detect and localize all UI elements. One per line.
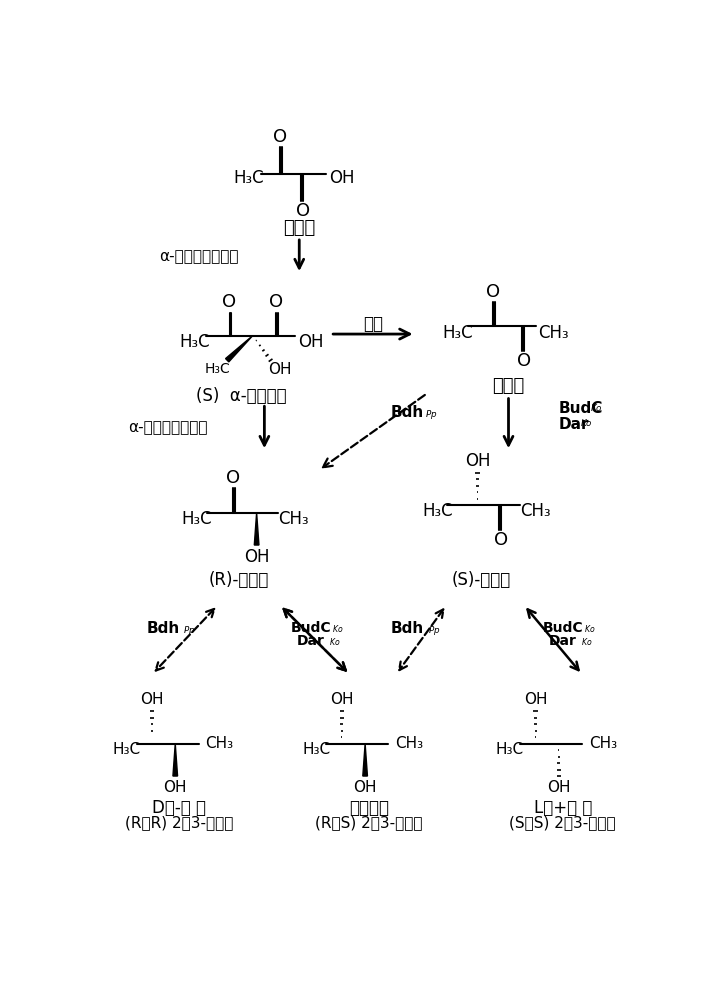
Text: O: O	[517, 352, 531, 370]
Text: H₃C: H₃C	[179, 333, 210, 351]
Text: OH: OH	[298, 333, 323, 351]
Text: 内消旋型: 内消旋型	[349, 799, 389, 817]
Text: O: O	[296, 202, 310, 220]
Text: $_{Ko}$: $_{Ko}$	[585, 623, 596, 636]
Text: CH₃: CH₃	[538, 324, 569, 342]
Text: H₃C: H₃C	[205, 362, 230, 376]
Text: OH: OH	[524, 692, 547, 707]
Text: H₃C: H₃C	[181, 510, 212, 528]
Text: OH: OH	[268, 362, 292, 377]
Text: CH₃: CH₃	[205, 736, 233, 751]
Text: OH: OH	[464, 452, 490, 470]
Text: $_{Ko}$: $_{Ko}$	[332, 623, 343, 636]
Text: (R，S) 2，3-丁二醇: (R，S) 2，3-丁二醇	[315, 816, 423, 831]
Text: BudC: BudC	[291, 621, 331, 635]
Text: Bdh: Bdh	[147, 621, 180, 636]
Text: OH: OH	[163, 780, 187, 795]
Text: L（+） 型: L（+） 型	[534, 799, 592, 817]
Text: α-乙酰乳酸脱罧醂: α-乙酰乳酸脱罧醂	[127, 420, 207, 436]
Polygon shape	[225, 336, 253, 362]
Text: OH: OH	[547, 780, 571, 795]
Polygon shape	[363, 744, 367, 776]
Text: Dar: Dar	[549, 634, 577, 648]
Text: 自发: 自发	[363, 315, 383, 333]
Text: (R)-乙偶姻: (R)-乙偶姻	[209, 571, 269, 589]
Text: D（-） 型: D（-） 型	[152, 799, 206, 817]
Text: H₃C: H₃C	[443, 324, 474, 342]
Text: Dar: Dar	[297, 634, 325, 648]
Text: CH₃: CH₃	[589, 736, 617, 751]
Text: $_{Pp}$: $_{Pp}$	[183, 624, 196, 638]
Text: OH: OH	[244, 548, 269, 566]
Text: O: O	[226, 469, 240, 487]
Text: BudC: BudC	[542, 621, 583, 635]
Text: CH₃: CH₃	[521, 502, 551, 520]
Polygon shape	[254, 513, 259, 545]
Text: $_{Ko}$: $_{Ko}$	[329, 636, 341, 649]
Text: (S)  α-乙酰乳酸: (S) α-乙酰乳酸	[196, 387, 287, 405]
Text: O: O	[486, 283, 500, 301]
Text: (S，S) 2，3-丁二醇: (S，S) 2，3-丁二醇	[510, 816, 616, 831]
Text: (S)-乙偶姻: (S)-乙偶姻	[451, 571, 511, 589]
Text: Bdh: Bdh	[391, 621, 424, 636]
Text: Dar: Dar	[559, 417, 590, 432]
Text: (R，R) 2，3-丁二醇: (R，R) 2，3-丁二醇	[125, 816, 233, 831]
Text: O: O	[494, 531, 508, 549]
Text: OH: OH	[354, 780, 377, 795]
Text: $_{Pp}$: $_{Pp}$	[428, 624, 441, 638]
Text: CH₃: CH₃	[279, 510, 309, 528]
Text: H₃C: H₃C	[233, 169, 264, 187]
Text: 丙酮酸: 丙酮酸	[283, 219, 315, 237]
Text: O: O	[269, 293, 283, 311]
Text: $_{Pp}$: $_{Pp}$	[425, 409, 437, 422]
Text: H₃C: H₃C	[496, 742, 524, 757]
Text: 丁二鑰: 丁二鑰	[492, 377, 525, 395]
Text: OH: OH	[140, 692, 163, 707]
Text: α-乙酰乳酸合成醂: α-乙酰乳酸合成醂	[158, 249, 238, 264]
Text: $_{Ko}$: $_{Ko}$	[580, 416, 593, 429]
Text: H₃C: H₃C	[112, 742, 140, 757]
Text: H₃C: H₃C	[302, 742, 330, 757]
Text: $_{Ko}$: $_{Ko}$	[590, 401, 603, 414]
Text: Bdh: Bdh	[391, 405, 424, 420]
Text: O: O	[273, 128, 287, 146]
Polygon shape	[173, 744, 178, 776]
Text: CH₃: CH₃	[395, 736, 423, 751]
Text: $_{Ko}$: $_{Ko}$	[580, 636, 592, 649]
Text: O: O	[222, 293, 237, 311]
Text: H₃C: H₃C	[422, 502, 452, 520]
Text: OH: OH	[329, 169, 355, 187]
Text: OH: OH	[330, 692, 354, 707]
Text: BudC: BudC	[559, 401, 603, 416]
